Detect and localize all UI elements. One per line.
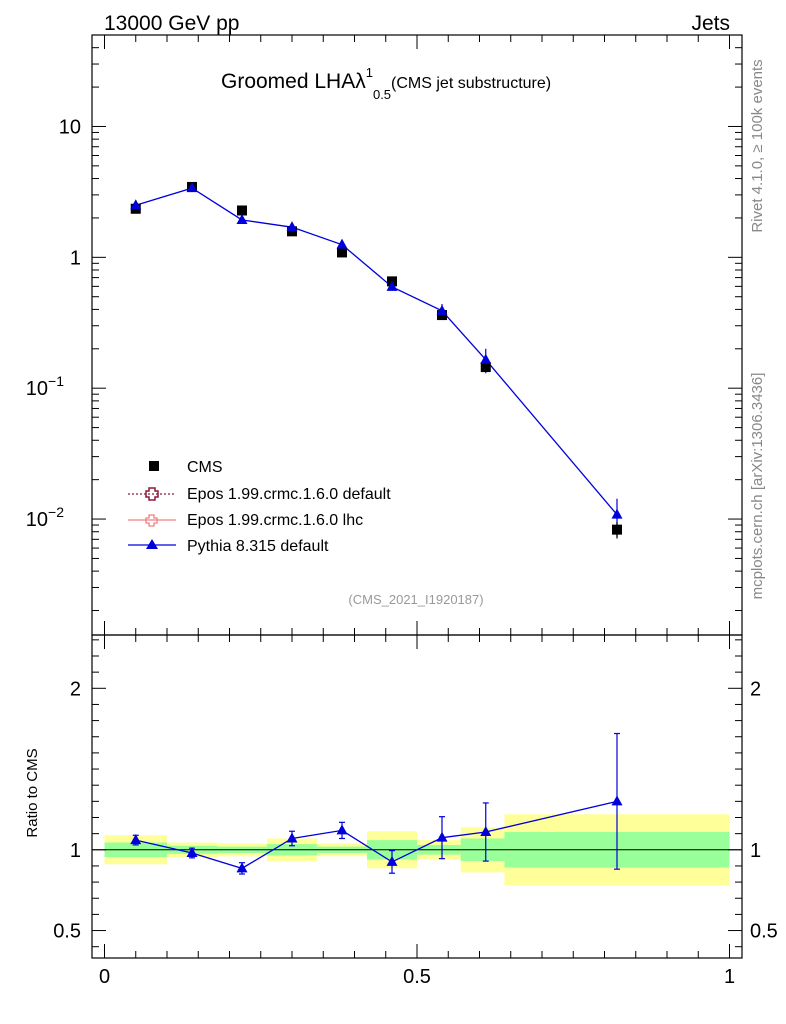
analysis-id-label: (CMS_2021_I1920187) bbox=[348, 592, 483, 607]
main-series-group bbox=[130, 181, 623, 539]
legend-marker-epos-lhc bbox=[145, 514, 158, 527]
main-y-tick-label: 10 bbox=[59, 116, 81, 138]
legend-marker-epos-default bbox=[145, 487, 159, 501]
main-axis-ticks bbox=[92, 34, 742, 635]
main-y-tick-label: 10−2 bbox=[26, 504, 64, 531]
title-suffix: (CMS jet substructure) bbox=[391, 75, 551, 92]
cms-data-point bbox=[612, 524, 622, 535]
legend-marker-pythia bbox=[146, 539, 158, 549]
legend-label-pythia: Pythia 8.315 default bbox=[187, 538, 329, 555]
ratio-y-tick-label-right: 1 bbox=[750, 840, 761, 862]
legend-item-epos-default: Epos 1.99.crmc.1.6.0 default bbox=[128, 486, 391, 503]
ratio-series-group bbox=[130, 732, 623, 875]
ratio-data-point bbox=[336, 824, 348, 835]
pythia-data-point bbox=[386, 280, 398, 291]
cms-data-point bbox=[287, 226, 297, 237]
rivet-version-label: Rivet 4.1.0, ≥ 100k events bbox=[749, 59, 766, 232]
legend-marker-cms bbox=[149, 461, 159, 471]
category-label: Jets bbox=[691, 12, 730, 35]
legend-label-cms: CMS bbox=[187, 459, 223, 476]
ratio-data-point bbox=[186, 847, 198, 858]
pythia-data-point bbox=[130, 199, 142, 210]
title-superscript: 1 bbox=[366, 65, 373, 80]
legend-label-epos-lhc: Epos 1.99.crmc.1.6.0 lhc bbox=[187, 512, 363, 529]
ratio-y-tick-labels: 2 2 1 1 0.5 0.5 bbox=[53, 678, 778, 942]
ratio-y-tick-label-right: 0.5 bbox=[750, 921, 778, 943]
ratio-y-tick-label-left: 0.5 bbox=[53, 921, 81, 943]
pythia-data-point bbox=[286, 221, 298, 232]
legend-item-epos-lhc: Epos 1.99.crmc.1.6.0 lhc bbox=[128, 512, 363, 529]
x-tick-label: 0 bbox=[99, 966, 110, 988]
main-y-tick-labels: 10 1 10−1 10−2 bbox=[26, 116, 81, 531]
legend-label-epos-default: Epos 1.99.crmc.1.6.0 default bbox=[187, 486, 391, 503]
legend-item-pythia: Pythia 8.315 default bbox=[128, 538, 329, 555]
ratio-data-point bbox=[611, 795, 623, 806]
ratio-plot-panel: 2 21 10.5 0.5 0 0.5 1 Ratio to CMS bbox=[24, 634, 778, 988]
energy-label: 13000 GeV pp bbox=[104, 12, 239, 35]
pythia-data-point bbox=[186, 182, 198, 193]
lambda-symbol: λ bbox=[355, 70, 366, 93]
ratio-plot-frame bbox=[91, 634, 743, 959]
cms-data-point bbox=[437, 310, 447, 321]
main-y-tick-label: 1 bbox=[70, 247, 81, 269]
ratio-y-tick-label-right: 2 bbox=[750, 678, 761, 700]
cms-data-point bbox=[480, 362, 491, 373]
ratio-data-point bbox=[236, 862, 248, 873]
ratio-y-tick-label-left: 1 bbox=[70, 840, 81, 862]
main-plot-panel: 10 1 10−1 10−2 Groomed LHAλ10.5(CMS jet sub… bbox=[26, 34, 743, 636]
cms-data-point bbox=[237, 205, 247, 216]
pythia-data-point bbox=[480, 353, 492, 364]
legend-item-cms: CMS bbox=[149, 459, 223, 476]
x-tick-label: 1 bbox=[724, 966, 735, 988]
ratio-y-axis-label: Ratio to CMS bbox=[24, 748, 41, 837]
pythia-data-point bbox=[336, 238, 348, 249]
title-subscript: 0.5 bbox=[373, 87, 391, 102]
ratio-data-point bbox=[386, 855, 398, 866]
pythia-data-point bbox=[436, 304, 448, 315]
ratio-data-point bbox=[436, 831, 448, 842]
ratio-data-point bbox=[286, 832, 298, 843]
cms-data-point bbox=[337, 247, 347, 258]
main-y-tick-label: 10−1 bbox=[26, 373, 64, 400]
ratio-axis-ticks bbox=[92, 635, 742, 958]
ratio-data-point bbox=[480, 826, 492, 837]
source-label: mcplots.cern.ch [arXiv:1306.3436] bbox=[749, 373, 766, 600]
legend: CMS Epos 1.99.crmc.1.6.0 default Epos 1.… bbox=[128, 459, 391, 555]
ratio-data-point bbox=[130, 834, 142, 845]
plot-title: Groomed LHAλ10.5(CMS jet substructure) bbox=[221, 65, 551, 102]
ratio-y-tick-label-left: 2 bbox=[70, 678, 81, 700]
x-tick-labels: 0 0.5 1 bbox=[99, 966, 735, 988]
pythia-data-point bbox=[236, 213, 248, 224]
x-tick-label: 0.5 bbox=[403, 966, 431, 988]
pythia-data-point bbox=[611, 508, 623, 519]
